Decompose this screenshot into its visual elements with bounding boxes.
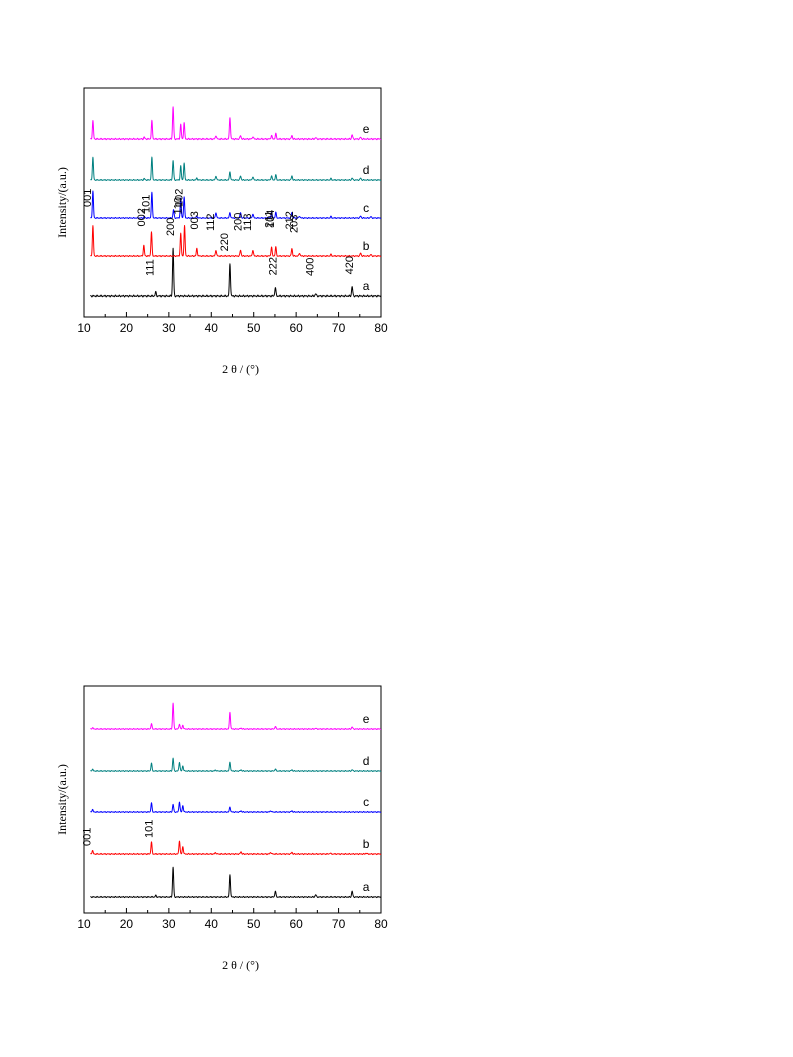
peak-label: 400	[305, 258, 317, 276]
x-tick-label: 70	[332, 917, 346, 931]
x-tick-label: 70	[332, 321, 346, 335]
peak-label: 222	[267, 257, 279, 275]
peak-label: 200	[233, 213, 245, 231]
y-axis-label: Intensity/(a.u.)	[55, 167, 69, 238]
peak-label: 111	[145, 259, 157, 276]
series-label-c: c	[363, 201, 369, 215]
series-line-a	[90, 866, 382, 899]
xrd-chart-1: 10 20 30 40 50 60 70 80 2 θ / (°) Intensity/(a.u.…	[55, 87, 388, 376]
peak-label: 101	[140, 195, 152, 213]
peak-label: 110	[173, 197, 185, 215]
series-label-b: b	[363, 239, 370, 253]
peak-label: 102	[174, 189, 186, 207]
x-tick-label: 20	[120, 321, 134, 335]
series-label-a: a	[363, 880, 370, 894]
x-tick-label: 30	[162, 917, 176, 931]
x-tick-label: 50	[247, 321, 261, 335]
peak-label: 420	[344, 256, 356, 274]
x-tick-label: 40	[205, 321, 219, 335]
series-label-d: d	[363, 754, 370, 768]
series-line-e	[90, 106, 382, 141]
x-tick-label: 60	[289, 917, 303, 931]
x-tick-label: 10	[77, 917, 91, 931]
y-axis-label: Intensity/(a.u.)	[55, 764, 69, 835]
series-label-e: e	[363, 122, 370, 136]
peak-label: 001	[81, 828, 93, 846]
series-line-c	[90, 190, 382, 220]
x-tick-label: 80	[374, 917, 388, 931]
plot-frame	[83, 87, 382, 318]
series-label-b: b	[363, 837, 370, 851]
x-tick-label: 10	[77, 321, 91, 335]
x-axis-label: 2 θ / (°)	[222, 362, 259, 376]
peak-label: 112	[205, 213, 217, 231]
peak-label: 104	[265, 210, 277, 228]
x-tick-label: 80	[374, 321, 388, 335]
peak-label: 113	[242, 213, 254, 231]
series-line-d	[90, 757, 382, 773]
x-axis-label: 2 θ / (°)	[222, 958, 259, 972]
series-label-a: a	[363, 279, 370, 293]
peak-label: 211	[264, 210, 276, 228]
series-line-e	[90, 702, 382, 731]
peak-label: 203	[289, 215, 301, 233]
x-tick-label: 50	[247, 917, 261, 931]
plot-frame	[83, 685, 382, 914]
series-label-e: e	[363, 712, 370, 726]
series-line-d	[90, 156, 382, 182]
peak-label: 003	[189, 211, 201, 229]
x-tick-label: 30	[162, 321, 176, 335]
series-line-c	[90, 801, 382, 814]
peak-label: 002	[136, 208, 148, 226]
peak-label: 220	[219, 233, 231, 251]
x-tick-label: 40	[205, 917, 219, 931]
peak-label: 200	[165, 218, 177, 236]
x-tick-label: 20	[120, 917, 134, 931]
series-line-a	[90, 247, 382, 298]
peak-label: 001	[82, 189, 94, 207]
xrd-chart-2: 10 20 30 40 50 60 70 80 2 θ / (°) Intensity/(a.u.…	[55, 685, 388, 972]
peak-label: 212	[284, 211, 296, 229]
series-label-c: c	[363, 795, 369, 809]
series-line-b	[90, 840, 382, 856]
series-line-b	[90, 224, 382, 258]
x-tick-label: 60	[289, 321, 303, 335]
series-label-d: d	[363, 163, 370, 177]
peak-label: 101	[143, 820, 155, 838]
